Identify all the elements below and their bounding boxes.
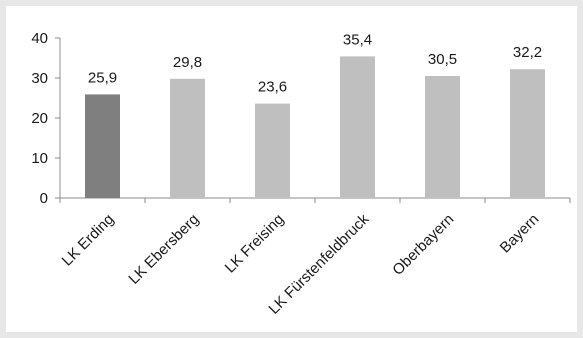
category-label: Oberbayern [389, 211, 457, 279]
data-label: 32,2 [513, 44, 542, 61]
bars [85, 56, 545, 199]
data-label: 30,5 [428, 51, 457, 68]
y-axis: 0 10 20 30 40 [31, 30, 61, 207]
y-tick-label: 20 [31, 110, 48, 127]
bar [510, 69, 545, 198]
bar [255, 103, 290, 198]
category-label: LK Ebersberg [125, 211, 202, 288]
x-axis [59, 197, 571, 203]
bar [85, 94, 120, 198]
category-label: Bayern [497, 211, 543, 257]
y-tick-label: 30 [31, 70, 48, 87]
bar [170, 78, 205, 198]
y-tick-label: 40 [31, 30, 48, 47]
data-label: 35,4 [343, 31, 372, 48]
data-label: 29,8 [173, 54, 202, 71]
category-label: LK Freising [222, 211, 288, 277]
category-label: LK Erding [59, 211, 118, 270]
bar [425, 76, 460, 198]
data-label: 25,9 [88, 69, 117, 86]
y-tick-label: 10 [31, 150, 48, 167]
data-label: 23,6 [258, 79, 287, 96]
bar [340, 56, 375, 199]
y-tick-label: 0 [40, 190, 48, 207]
data-labels: 25,9 29,8 23,6 35,4 30,5 32,2 [88, 31, 542, 95]
